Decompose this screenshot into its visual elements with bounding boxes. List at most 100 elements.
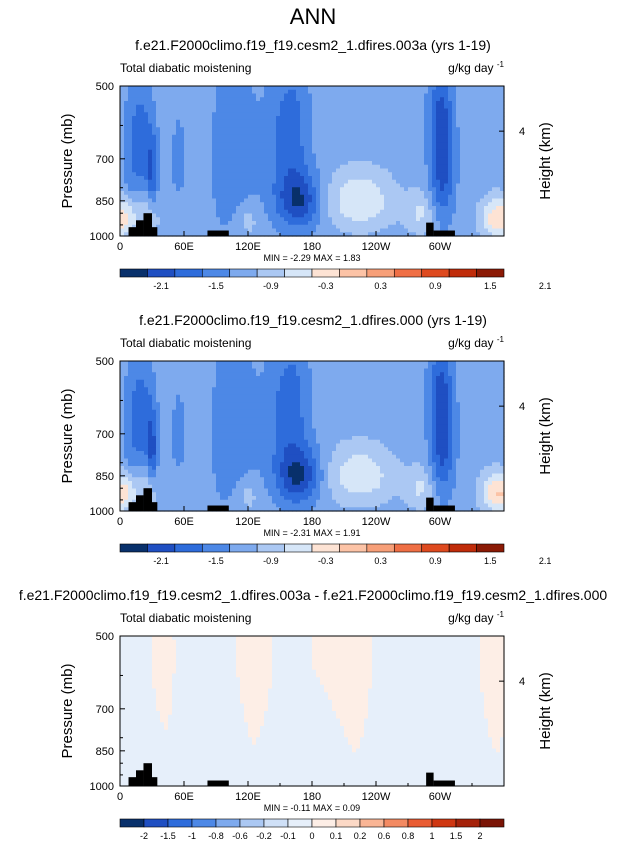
field-cell [428, 101, 433, 106]
field-cell [340, 187, 345, 192]
field-cell [308, 116, 313, 121]
field-cell [220, 149, 225, 155]
field-cell [452, 176, 457, 181]
field-cell [168, 447, 173, 452]
field-cell [280, 101, 285, 106]
field-cell [152, 179, 157, 185]
field-cell [132, 402, 137, 407]
field-cell [252, 142, 257, 147]
field-cell [216, 138, 221, 143]
field-cell [244, 191, 249, 196]
field-cell [488, 217, 493, 222]
field-cell [188, 232, 193, 237]
field-cell [192, 466, 197, 471]
field-cell [188, 191, 193, 196]
field-cell [412, 202, 417, 207]
field-cell [276, 232, 281, 237]
field-cell [152, 394, 157, 400]
field-cell [500, 149, 505, 155]
field-cell [340, 112, 345, 117]
field-cell [316, 176, 321, 181]
field-cell [124, 469, 129, 475]
field-cell [204, 477, 209, 482]
field-cell [384, 206, 389, 211]
field-cell [136, 168, 141, 173]
field-cell [372, 183, 377, 188]
field-cell [336, 131, 341, 136]
field-cell [384, 164, 389, 170]
field-cell [360, 206, 365, 211]
field-cell [312, 179, 317, 185]
field-cell [280, 232, 285, 237]
field-cell [216, 447, 221, 452]
field-cell [160, 146, 165, 151]
field-cell [336, 161, 341, 166]
field-cell [168, 492, 173, 497]
field-cell [496, 176, 501, 181]
field-cell [144, 202, 149, 207]
field-cell [216, 398, 221, 403]
field-cell [176, 387, 181, 392]
field-cell [432, 97, 437, 102]
field-cell [460, 198, 465, 203]
field-cell [144, 364, 149, 370]
field-cell [216, 134, 221, 140]
field-cell [364, 179, 369, 185]
field-cell [136, 123, 141, 128]
x-tick-label: 60W [429, 241, 452, 253]
field-cell [200, 191, 205, 196]
field-cell [484, 142, 489, 147]
field-cell [492, 108, 497, 113]
field-cell [172, 134, 177, 140]
field-cell [152, 398, 157, 403]
field-cell [340, 191, 345, 196]
field-cell [244, 108, 249, 113]
field-cell [184, 383, 189, 388]
field-cell [268, 191, 273, 196]
field-cell [300, 101, 305, 106]
field-cell [128, 194, 133, 200]
field-cell [140, 488, 145, 493]
field-cell [468, 183, 473, 188]
field-cell [152, 424, 157, 430]
field-cell [368, 157, 373, 162]
field-cell [156, 492, 161, 497]
field-cell [456, 157, 461, 162]
field-cell [236, 89, 241, 95]
field-cell [152, 108, 157, 113]
field-cell [472, 224, 477, 230]
field-cell [184, 462, 189, 467]
field-cell [380, 116, 385, 121]
field-cell [496, 123, 501, 128]
field-cell [392, 194, 397, 200]
field-cell [460, 206, 465, 211]
field-cell [176, 361, 181, 366]
field-cell [396, 168, 401, 173]
field-cell [148, 138, 153, 143]
field-cell [204, 161, 209, 166]
field-cell [300, 104, 305, 110]
field-cell [216, 499, 221, 505]
field-cell [500, 93, 505, 98]
field-cell [436, 97, 441, 102]
field-cell [392, 228, 397, 233]
field-cell [312, 127, 317, 132]
field-cell [132, 387, 137, 392]
field-cell [476, 202, 481, 207]
field-cell [164, 492, 169, 497]
field-cell [468, 86, 473, 91]
field-cell [156, 473, 161, 478]
field-cell [500, 176, 505, 181]
field-cell [156, 406, 161, 411]
field-cell [160, 97, 165, 102]
field-cell [212, 376, 217, 381]
field-cell [156, 97, 161, 102]
field-cell [180, 454, 185, 460]
field-cell [204, 149, 209, 155]
field-cell [152, 101, 157, 106]
field-cell [148, 443, 153, 448]
field-cell [204, 484, 209, 490]
field-cell [444, 176, 449, 181]
field-cell [388, 127, 393, 132]
field-cell [304, 89, 309, 95]
